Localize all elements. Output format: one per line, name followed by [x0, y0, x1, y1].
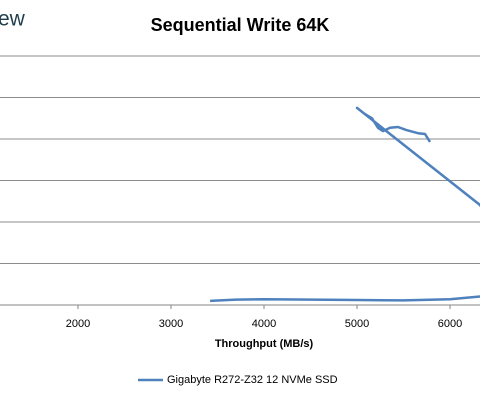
series-line — [210, 106, 480, 303]
x-tick-label: 4000 — [252, 318, 276, 330]
x-tick-label: 3000 — [159, 318, 183, 330]
chart-title: Sequential Write 64K — [151, 15, 330, 35]
x-tick-label: 5000 — [345, 318, 369, 330]
legend-label: Gigabyte R272-Z32 12 NVMe SSD — [167, 374, 338, 386]
logo-text: ew — [0, 8, 26, 31]
x-tick-label: 6000 — [438, 318, 462, 330]
x-tick-label: 2000 — [66, 318, 90, 330]
x-axis-title: Throughput (MB/s) — [215, 338, 314, 350]
